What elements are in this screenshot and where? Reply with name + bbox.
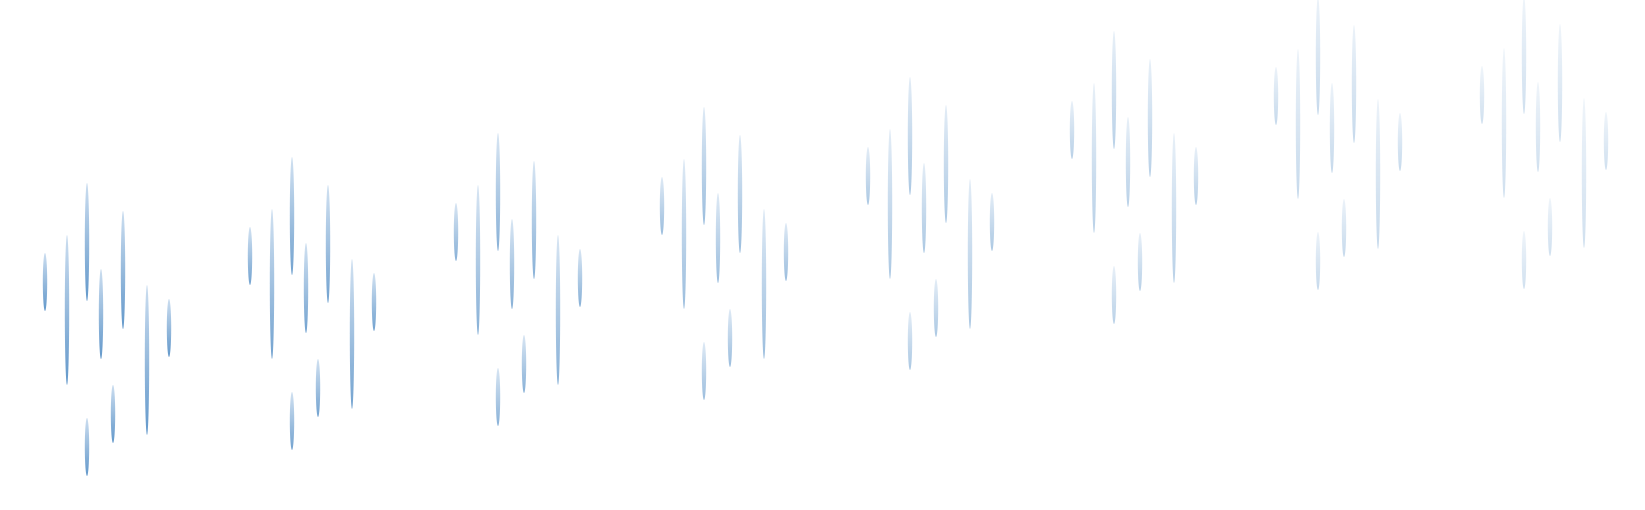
rain-drop [509, 219, 515, 309]
rain-drop [495, 368, 501, 426]
rain-group [453, 133, 583, 426]
rain-group [865, 77, 995, 370]
rain-drop [865, 147, 871, 205]
rain-drop [1521, 0, 1527, 114]
rain-drop [1479, 66, 1485, 124]
rain-drop [1091, 83, 1097, 233]
rain-drop [1375, 99, 1381, 249]
rain-drop [659, 177, 665, 235]
rain-drop [681, 159, 687, 309]
rain-drop [907, 312, 913, 370]
rain-drop [84, 418, 90, 476]
rain-drop [715, 193, 721, 283]
rain-drop [521, 335, 527, 393]
rain-drop [967, 179, 973, 329]
rain-drop [1315, 232, 1321, 290]
rain-drop [1521, 231, 1527, 289]
rain-drop [84, 183, 90, 301]
rain-drop [887, 129, 893, 279]
rain-drop [701, 107, 707, 225]
rain-drop [247, 227, 253, 285]
rain-drop [495, 133, 501, 251]
rain-drop [1069, 101, 1075, 159]
rain-drop [1171, 133, 1177, 283]
rain-group [1069, 31, 1199, 324]
rain-drop [166, 299, 172, 357]
rain-drop [1329, 83, 1335, 173]
rain-group [1479, 0, 1609, 289]
rain-drop [289, 157, 295, 275]
rain-drop [1547, 198, 1553, 256]
rain-drop [921, 163, 927, 253]
rain-drop [1193, 147, 1199, 205]
rain-group [247, 157, 377, 450]
rain-drop [1147, 59, 1153, 177]
rain-drop [727, 309, 733, 367]
rain-drop [1111, 266, 1117, 324]
rain-drop [1315, 0, 1321, 115]
rain-drop [1341, 199, 1347, 257]
rain-drop [303, 243, 309, 333]
rain-drop [42, 253, 48, 311]
rain-drop [453, 203, 459, 261]
rain-group [42, 183, 172, 476]
rain-drop [1501, 48, 1507, 198]
rain-drop [120, 211, 126, 329]
rain-drop [1125, 117, 1131, 207]
rain-drop [325, 185, 331, 303]
rain-drop [531, 161, 537, 279]
rain-drop [1295, 49, 1301, 199]
rain-drop [110, 385, 116, 443]
rain-drop [701, 342, 707, 400]
rain-drop [1351, 25, 1357, 143]
rain-drop [943, 105, 949, 223]
rain-drop [577, 249, 583, 307]
rain-drop [1397, 113, 1403, 171]
rain-drop [315, 359, 321, 417]
rain-drop [555, 235, 561, 385]
rain-drop [371, 273, 377, 331]
rain-drop [289, 392, 295, 450]
rain-group [1273, 0, 1403, 290]
rain-drop [1581, 98, 1587, 248]
rain-drop [144, 285, 150, 435]
rain-drop [761, 209, 767, 359]
rain-drop [64, 235, 70, 385]
rain-drop [989, 193, 995, 251]
rain-drop [737, 135, 743, 253]
rain-drop [783, 223, 789, 281]
rain-drop [98, 269, 104, 359]
rain-drop [1557, 24, 1563, 142]
rain-drop [1273, 67, 1279, 125]
rain-drop [1603, 112, 1609, 170]
rain-group [659, 107, 789, 400]
rain-drop [475, 185, 481, 335]
rain-drop [349, 259, 355, 409]
rain-drop [907, 77, 913, 195]
rain-drop [1137, 233, 1143, 291]
rain-drop [269, 209, 275, 359]
rain-drop [1535, 82, 1541, 172]
rain-drop [1111, 31, 1117, 149]
rain-drop [933, 279, 939, 337]
